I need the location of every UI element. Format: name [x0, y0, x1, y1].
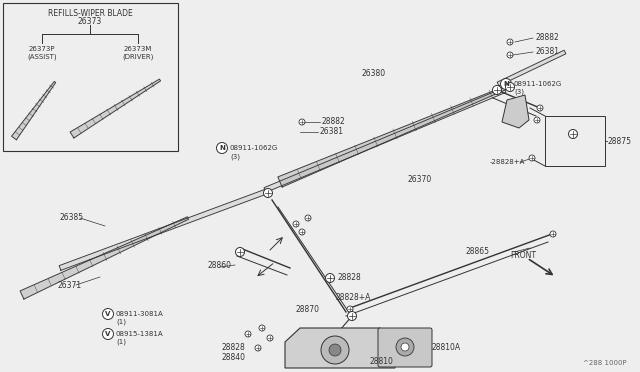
Circle shape	[293, 221, 299, 227]
Polygon shape	[59, 190, 266, 270]
Circle shape	[568, 129, 577, 138]
Circle shape	[305, 215, 311, 221]
Circle shape	[321, 336, 349, 364]
Circle shape	[245, 331, 251, 337]
Text: V: V	[106, 311, 111, 317]
Circle shape	[507, 39, 513, 45]
Circle shape	[102, 308, 113, 320]
Text: -28828+A: -28828+A	[490, 159, 525, 165]
Text: (ASSIST): (ASSIST)	[27, 53, 57, 60]
Circle shape	[396, 338, 414, 356]
Text: FRONT: FRONT	[510, 250, 536, 260]
Polygon shape	[285, 328, 395, 368]
Circle shape	[236, 247, 244, 257]
Circle shape	[537, 105, 543, 111]
Circle shape	[347, 306, 353, 312]
Circle shape	[500, 78, 511, 90]
Circle shape	[216, 142, 227, 154]
Circle shape	[493, 86, 502, 94]
Circle shape	[507, 52, 513, 58]
Text: (3): (3)	[514, 89, 524, 95]
Text: 28865: 28865	[465, 247, 489, 257]
Text: 08911-1062G: 08911-1062G	[230, 145, 278, 151]
Text: 26373: 26373	[78, 17, 102, 26]
Text: 08911-3081A: 08911-3081A	[116, 311, 164, 317]
Text: 28828+A: 28828+A	[335, 294, 371, 302]
Text: 26373M: 26373M	[124, 46, 152, 52]
Circle shape	[326, 273, 335, 282]
Circle shape	[259, 325, 265, 331]
Text: 28870: 28870	[295, 305, 319, 314]
Circle shape	[329, 344, 341, 356]
Polygon shape	[497, 50, 566, 86]
Bar	[3, 3, 178, 151]
Text: V: V	[106, 331, 111, 337]
Circle shape	[102, 328, 113, 340]
Text: 28882: 28882	[322, 118, 346, 126]
Text: 26385: 26385	[60, 214, 84, 222]
Circle shape	[267, 335, 273, 341]
Text: 28860: 28860	[207, 260, 231, 269]
Text: REFILLS-WIPER BLADE: REFILLS-WIPER BLADE	[47, 10, 132, 19]
Text: 26370: 26370	[408, 176, 432, 185]
Text: 28882: 28882	[535, 33, 559, 42]
Text: 28828: 28828	[222, 343, 246, 353]
Text: 28810: 28810	[370, 357, 394, 366]
Polygon shape	[264, 88, 506, 192]
Circle shape	[534, 117, 540, 123]
Polygon shape	[502, 95, 529, 128]
Circle shape	[299, 119, 305, 125]
Circle shape	[255, 345, 261, 351]
Text: 28828: 28828	[338, 273, 362, 282]
Circle shape	[529, 155, 535, 161]
Polygon shape	[70, 79, 161, 138]
Text: (1): (1)	[116, 319, 126, 325]
Circle shape	[348, 311, 356, 321]
Text: (1): (1)	[116, 339, 126, 345]
Circle shape	[401, 343, 409, 351]
Text: 26380: 26380	[362, 68, 386, 77]
FancyBboxPatch shape	[378, 328, 432, 367]
Circle shape	[299, 229, 305, 235]
Bar	[545, 116, 605, 166]
Text: 26381: 26381	[535, 48, 559, 57]
Text: 28875: 28875	[608, 137, 632, 145]
Polygon shape	[20, 217, 189, 299]
Text: N: N	[503, 81, 509, 87]
Text: 26381: 26381	[320, 128, 344, 137]
Text: 08915-1381A: 08915-1381A	[116, 331, 164, 337]
Text: 28810A: 28810A	[432, 343, 461, 353]
Text: 08911-1062G: 08911-1062G	[514, 81, 563, 87]
Text: N: N	[219, 145, 225, 151]
Text: ^288 1000P: ^288 1000P	[584, 360, 627, 366]
Text: 28840: 28840	[222, 353, 246, 362]
Text: (3): (3)	[230, 154, 240, 160]
Text: (DRIVER): (DRIVER)	[122, 53, 154, 60]
Circle shape	[506, 83, 515, 92]
Circle shape	[264, 189, 273, 198]
Text: 26371: 26371	[58, 280, 82, 289]
Text: 26373P: 26373P	[29, 46, 55, 52]
Circle shape	[550, 231, 556, 237]
Polygon shape	[278, 84, 511, 187]
Polygon shape	[12, 81, 56, 140]
